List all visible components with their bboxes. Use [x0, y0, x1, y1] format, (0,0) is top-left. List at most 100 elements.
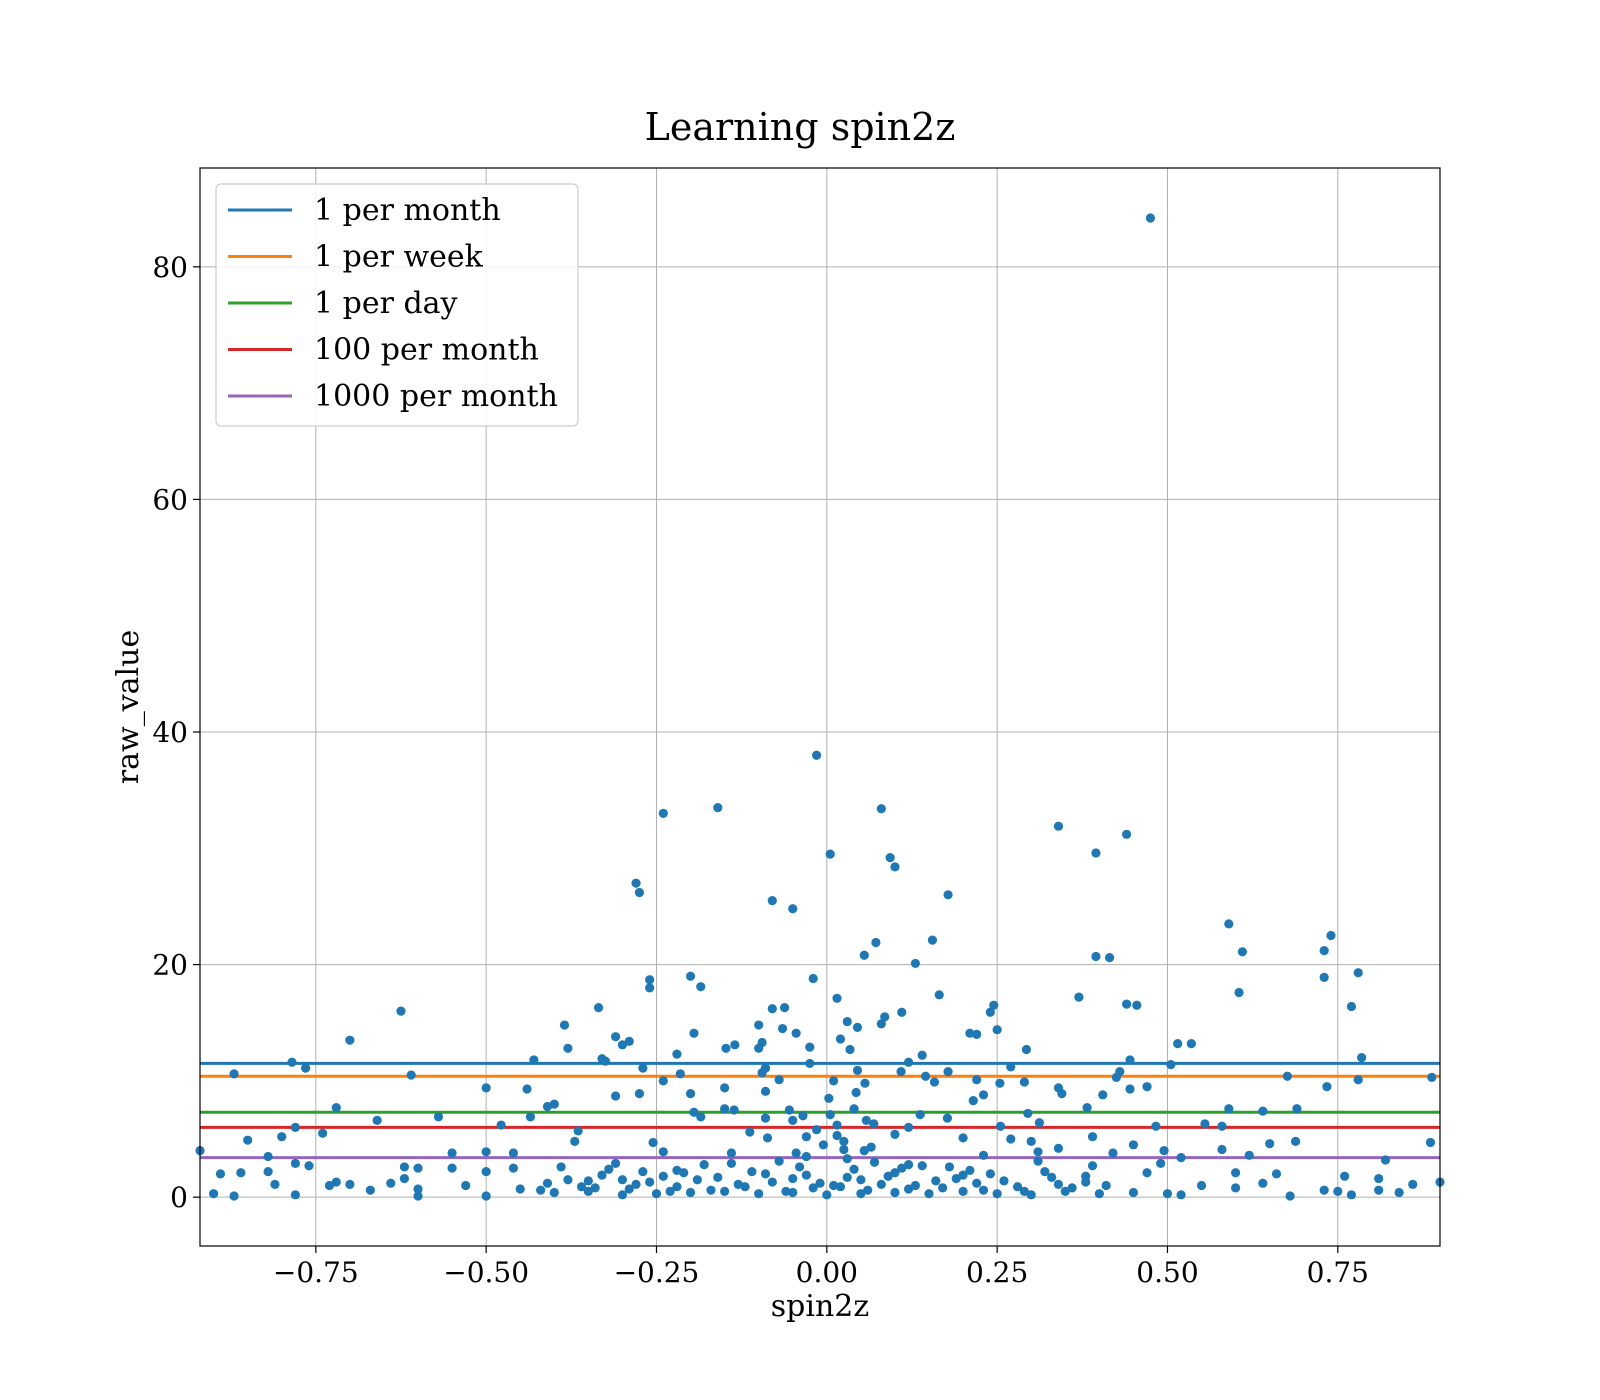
data-point	[559, 1020, 570, 1030]
data-point	[525, 1112, 536, 1122]
data-point	[651, 1189, 662, 1199]
data-point	[1019, 1186, 1029, 1196]
data-point	[508, 1148, 519, 1158]
data-point	[849, 1104, 859, 1114]
data-point	[1132, 1000, 1142, 1010]
data-point	[638, 1063, 648, 1073]
data-point	[563, 1175, 573, 1185]
legend: 1 per month 1 per week 1 per day 100 per mo…	[215, 183, 579, 427]
data-point	[331, 1177, 341, 1187]
data-point	[762, 1133, 773, 1143]
data-point	[944, 1162, 955, 1172]
data-point	[965, 1028, 975, 1038]
data-point	[1374, 1185, 1384, 1195]
data-point	[631, 1179, 641, 1189]
data-point	[406, 1070, 416, 1080]
data-point	[805, 1042, 815, 1052]
data-point	[1098, 1090, 1108, 1100]
data-point	[869, 1119, 879, 1129]
data-point	[1057, 1089, 1067, 1099]
data-point	[645, 983, 655, 993]
data-point	[1151, 1121, 1161, 1131]
data-point	[1237, 947, 1248, 957]
data-point	[1380, 1155, 1391, 1165]
data-point	[1265, 1139, 1275, 1149]
data-point	[496, 1120, 506, 1130]
data-point	[883, 1171, 893, 1181]
data-point	[978, 1185, 989, 1195]
data-point	[1159, 1146, 1169, 1156]
data-point	[924, 1189, 934, 1199]
data-point	[658, 1147, 668, 1157]
data-point	[1111, 1072, 1121, 1082]
data-point	[852, 1022, 863, 1032]
data-point	[631, 878, 641, 888]
data-point	[1319, 1185, 1329, 1195]
data-point	[863, 1185, 873, 1195]
data-point	[903, 1184, 914, 1194]
data-point	[995, 1121, 1006, 1131]
data-point	[645, 1177, 655, 1187]
data-point	[324, 1180, 335, 1191]
data-point	[808, 1183, 818, 1193]
data-point	[301, 1063, 311, 1073]
data-point	[1067, 1183, 1077, 1193]
data-point	[903, 1057, 914, 1067]
y-tick-label: 20	[152, 949, 188, 982]
x-tick-label: 0.75	[1307, 1256, 1369, 1289]
data-point	[1258, 1178, 1268, 1188]
data-point	[910, 1180, 920, 1191]
data-point	[1427, 1072, 1437, 1082]
data-point	[1322, 1082, 1332, 1092]
data-point	[634, 887, 645, 898]
data-point	[481, 1191, 491, 1201]
data-point	[1006, 1062, 1016, 1072]
data-point	[992, 1189, 1002, 1199]
data-point	[822, 1190, 832, 1200]
data-point	[1108, 1148, 1118, 1158]
data-point	[1121, 999, 1132, 1009]
data-point	[617, 1190, 628, 1200]
data-point	[760, 1086, 771, 1096]
data-point	[413, 1184, 423, 1194]
data-point	[885, 852, 895, 863]
data-point	[1282, 1071, 1292, 1081]
data-point	[1200, 1119, 1210, 1129]
x-tick-label: −0.50	[443, 1256, 529, 1289]
data-point	[287, 1057, 297, 1067]
data-point	[805, 1058, 815, 1069]
data-point	[215, 1169, 226, 1179]
data-point	[729, 1105, 739, 1115]
data-point	[290, 1190, 300, 1200]
data-point	[915, 1109, 925, 1120]
legend-label: 1 per month	[314, 193, 501, 228]
data-point	[689, 1107, 699, 1117]
data-point	[1234, 987, 1244, 998]
data-point	[1091, 848, 1101, 858]
data-point	[968, 1096, 978, 1106]
y-tick-label: 0	[170, 1181, 188, 1214]
data-point	[726, 1158, 737, 1169]
data-point	[1224, 1104, 1234, 1114]
data-point	[801, 1170, 811, 1180]
data-point	[1125, 1055, 1135, 1065]
data-point	[672, 1182, 682, 1192]
data-point	[685, 971, 696, 981]
data-point	[757, 1068, 767, 1078]
data-point	[1121, 829, 1132, 839]
data-point	[481, 1166, 491, 1177]
data-point	[1319, 972, 1329, 982]
data-point	[461, 1180, 471, 1191]
data-point	[781, 1186, 791, 1196]
data-point	[542, 1101, 553, 1112]
data-point	[1142, 1168, 1152, 1178]
data-point	[1353, 1075, 1363, 1085]
x-tick-label: −0.25	[614, 1256, 700, 1289]
data-point	[1290, 1136, 1301, 1146]
data-point	[818, 1140, 829, 1150]
data-point	[522, 1084, 532, 1094]
data-point	[760, 1113, 771, 1123]
data-point	[692, 1175, 702, 1185]
data-point	[852, 1065, 863, 1076]
data-point	[570, 1136, 580, 1146]
